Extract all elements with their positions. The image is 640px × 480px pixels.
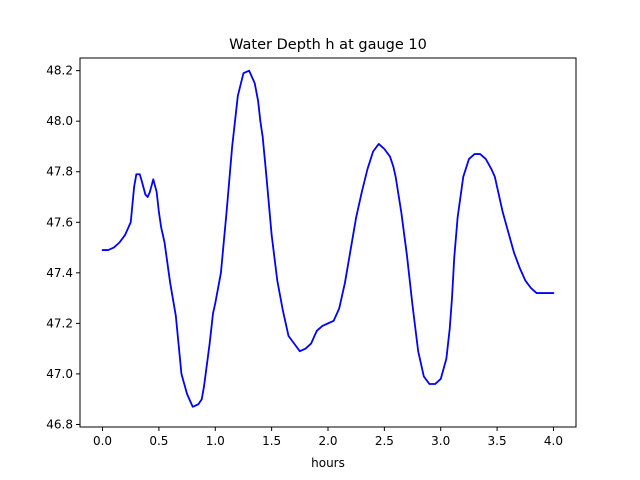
y-tick-label: 47.0	[46, 367, 73, 381]
x-tick-label: 3.5	[488, 434, 507, 448]
chart-title: Water Depth h at gauge 10	[229, 37, 427, 53]
y-tick-label: 46.8	[46, 417, 73, 431]
y-axis: 46.8 47.0 47.2 47.4 47.6 47.8 48.0 48.2	[46, 64, 80, 431]
y-tick-label: 47.8	[46, 165, 73, 179]
plot-background	[80, 58, 576, 427]
y-tick-label: 48.2	[46, 64, 73, 78]
y-tick-label: 48.0	[46, 114, 73, 128]
x-tick-label: 2.5	[375, 434, 394, 448]
x-tick-label: 2.0	[318, 434, 337, 448]
x-tick-label: 3.0	[431, 434, 450, 448]
x-tick-label: 1.0	[206, 434, 225, 448]
x-tick-label: 0.0	[93, 434, 112, 448]
x-tick-label: 0.5	[149, 434, 168, 448]
y-tick-label: 47.6	[46, 215, 73, 229]
series-line-0	[101, 69, 555, 408]
series-layer	[101, 69, 555, 408]
x-axis-label: hours	[311, 456, 345, 470]
y-tick-label: 47.4	[46, 266, 73, 280]
x-tick-label: 4.0	[544, 434, 563, 448]
x-tick-label: 1.5	[262, 434, 281, 448]
x-axis: 0.0 0.5 1.0 1.5 2.0 2.5 3.0 3.5 4.0	[93, 427, 563, 448]
y-tick-label: 47.2	[46, 316, 73, 330]
